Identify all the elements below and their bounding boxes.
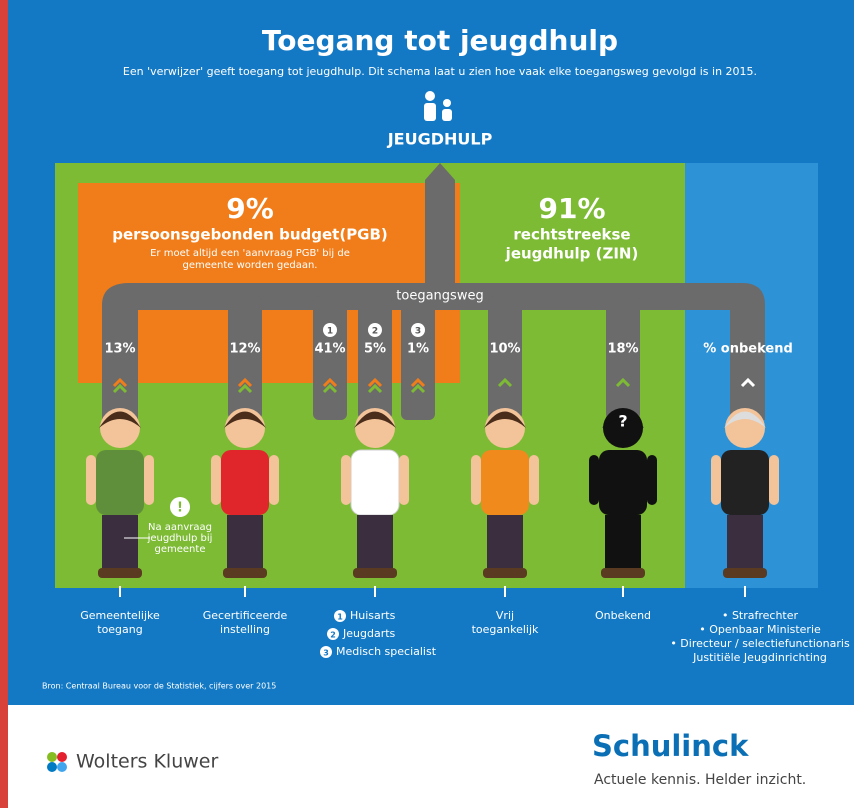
source: Bron: Centraal Bureau voor de Statistiek… (42, 682, 276, 691)
route-percent: 12% (229, 342, 260, 357)
pgb-percent: 9% (226, 192, 274, 225)
body (221, 450, 269, 515)
referrer-label: • Openbaar Ministerie (699, 623, 821, 636)
shoes (483, 568, 527, 578)
shoes (353, 568, 397, 578)
shoes (223, 568, 267, 578)
referrer-label: • Directeur / selectiefunctionaris (670, 637, 850, 650)
route-pipe (606, 296, 640, 420)
body (721, 450, 769, 515)
route-number: 2 (372, 327, 378, 337)
referrer-label: instelling (220, 623, 270, 636)
brand: Schulinck (592, 729, 749, 763)
route-pipe (313, 296, 347, 420)
publisher: Wolters Kluwer (76, 751, 218, 773)
legs (727, 515, 763, 570)
zin-label: rechtstreekse (513, 226, 630, 244)
body (351, 450, 399, 515)
body (96, 450, 144, 515)
unknown-mark: ? (618, 412, 627, 431)
route-percent: 18% (607, 342, 638, 357)
zin-label: jeugdhulp (ZIN) (505, 245, 639, 263)
referrer-label: toegankelijk (472, 623, 539, 636)
note-line: gemeente (155, 544, 206, 555)
arm (647, 455, 657, 505)
referrer-label: Vrij (496, 609, 514, 622)
referrer-label: Medisch specialist (336, 645, 437, 658)
route-pipe (358, 296, 392, 420)
legs (487, 515, 523, 570)
arm (144, 455, 154, 505)
route-label: toegangsweg (396, 289, 483, 304)
shoes (723, 568, 767, 578)
legs (102, 515, 138, 570)
referrer-label: Huisarts (350, 609, 396, 622)
route-percent: 1% (407, 342, 429, 357)
item-number: 2 (330, 631, 336, 640)
route-percent: 13% (104, 342, 135, 357)
route-number: 1 (327, 327, 333, 337)
body (599, 450, 647, 515)
legs (357, 515, 393, 570)
tagline: Actuele kennis. Helder inzicht. (594, 772, 806, 788)
arm (399, 455, 409, 505)
shoes (601, 568, 645, 578)
section-label: JEUGDHULP (387, 130, 493, 149)
referrer-label: Jeugdarts (342, 627, 396, 640)
referrer-label: Onbekend (595, 609, 651, 622)
main-pipe (425, 163, 455, 285)
arm (589, 455, 599, 505)
referrer-label: toegang (97, 623, 143, 636)
edge (0, 0, 8, 808)
arm (86, 455, 96, 505)
arm (211, 455, 221, 505)
item-number: 1 (337, 613, 343, 622)
shoes (98, 568, 142, 578)
route-pipe (488, 296, 522, 420)
infographic: Toegang tot jeugdhulp Een 'verwijzer' ge… (0, 0, 854, 808)
referrer-label: Justitiële Jeugdinrichting (692, 651, 827, 664)
route-percent: 10% (489, 342, 520, 357)
route-number: 3 (415, 327, 421, 337)
route-percent: % onbekend (703, 342, 793, 357)
referrer-label: Gecertificeerde (203, 609, 288, 622)
arm (529, 455, 539, 505)
legs (227, 515, 263, 570)
arm (269, 455, 279, 505)
arm (711, 455, 721, 505)
subtitle: Een 'verwijzer' geeft toegang tot jeugdh… (123, 65, 757, 78)
legs (605, 515, 641, 570)
pgb-note: gemeente worden gedaan. (182, 260, 317, 271)
arm (769, 455, 779, 505)
pgb-note: Er moet altijd een 'aanvraag PGB' bij de (150, 248, 350, 259)
arm (341, 455, 351, 505)
note-line: jeugdhulp bij (147, 533, 213, 544)
title: Toegang tot jeugdhulp (262, 24, 618, 57)
route-percent: 41% (314, 342, 345, 357)
arm (471, 455, 481, 505)
route-pipe (228, 296, 262, 420)
referrer-label: Gemeentelijke (80, 609, 160, 622)
body (481, 450, 529, 515)
note-icon: ! (177, 501, 183, 516)
zin-percent: 91% (538, 192, 605, 225)
route-percent: 5% (364, 342, 386, 357)
note-line: Na aanvraag (148, 522, 212, 533)
item-number: 3 (323, 649, 329, 658)
pgb-title: persoonsgebonden budget(PGB) (112, 226, 388, 244)
route-pipe (401, 296, 435, 420)
referrer-label: • Strafrechter (722, 609, 799, 622)
